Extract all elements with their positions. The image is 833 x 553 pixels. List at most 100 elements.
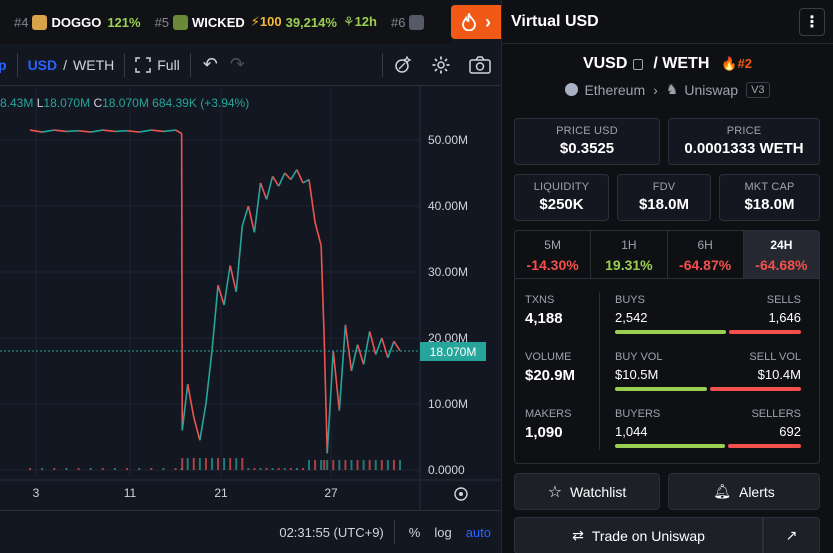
price-segment <box>332 351 341 411</box>
alerts-label: Alerts <box>738 483 775 500</box>
quote-symbol: WETH <box>662 55 710 72</box>
volume-bar <box>162 468 165 470</box>
price-native-value: 0.0001333 WETH <box>684 140 804 157</box>
divider <box>124 52 126 77</box>
y-tick-label: 0.0000 <box>428 463 465 477</box>
ohlc-low-label: L <box>36 96 44 110</box>
ticker-item[interactable]: #6 <box>391 14 428 30</box>
volume-bar <box>138 468 141 470</box>
log-scale-button[interactable]: log <box>434 524 452 540</box>
volume-bar <box>368 460 371 470</box>
price-chart[interactable]: 50.00M 40.00M 30.00M 20.00M 10.00M 0.0000 3 11… <box>0 86 501 510</box>
trending-toggle-button[interactable]: › <box>451 5 501 39</box>
volume-bar <box>356 460 359 470</box>
divider <box>393 520 395 544</box>
txns-value: 4,188 <box>525 310 563 327</box>
volume-bar <box>65 468 68 470</box>
gear-icon[interactable] <box>431 55 451 75</box>
tab-label: 1H <box>621 238 637 252</box>
price-segment <box>102 129 116 133</box>
ticker-item[interactable]: #5 WICKED ⚡100 39,214% ⚘12h <box>155 14 377 30</box>
y-axis: 50.00M 40.00M 30.00M 20.00M 10.00M 0.0000 <box>428 133 468 477</box>
volume-bar <box>392 460 395 470</box>
price-usd-value: $0.3525 <box>559 140 615 157</box>
y-tick-label: 40.00M <box>428 199 468 213</box>
sellers-label: SELLERS <box>751 408 801 420</box>
price-segment <box>356 344 365 365</box>
chart-settings-icon[interactable] <box>454 487 468 501</box>
price-segment <box>393 340 401 352</box>
auto-scale-button[interactable]: auto <box>465 524 491 540</box>
volume-bar <box>253 468 256 470</box>
fdv-label: FDV <box>652 181 676 193</box>
alerts-button[interactable]: 🔔︎ Alerts <box>668 473 820 510</box>
undo-icon[interactable]: ↶ <box>202 54 218 74</box>
tab-label: 6H <box>697 238 713 252</box>
price-segment <box>387 341 395 359</box>
clock-time: 02:31:55 (UTC+9) <box>279 524 384 540</box>
interval-selector[interactable]: p <box>0 56 7 73</box>
tab-5m[interactable]: 5M -14.30% <box>515 231 592 278</box>
volume-value: $20.9M <box>525 367 576 384</box>
price-segment <box>308 179 316 223</box>
volume-bar <box>380 460 383 470</box>
percent-scale-button[interactable]: % <box>408 524 421 540</box>
token-icon <box>409 14 425 30</box>
tab-24h[interactable]: 24H -64.68% <box>743 231 819 278</box>
volume-bar <box>150 468 153 470</box>
bell-icon: 🔔︎ <box>713 483 731 499</box>
volume-bar <box>295 468 298 470</box>
ticker-change: 121% <box>107 14 141 30</box>
x-tick-label: 27 <box>324 486 338 500</box>
currency-toggle[interactable]: USD / WETH <box>27 56 115 73</box>
tab-label: 24H <box>770 238 793 252</box>
last-price-label <box>420 342 486 361</box>
fullscreen-button[interactable]: Full <box>135 44 180 85</box>
swap-icon: ⇄ <box>572 527 584 543</box>
boost-badge: ⚡100 <box>250 14 282 29</box>
chain-name[interactable]: Ethereum <box>584 81 646 98</box>
dex-version-badge: V3 <box>746 81 770 98</box>
external-link-button[interactable]: ↗ <box>763 517 820 553</box>
volume-bar <box>174 468 177 470</box>
tab-6h[interactable]: 6H -64.87% <box>668 231 744 278</box>
dex-name[interactable]: Uniswap <box>684 81 739 98</box>
currency-quote[interactable]: WETH <box>73 56 115 73</box>
trending-ticker: #4 DOGGO 121% #5 WICKED ⚡100 39,214% ⚘12… <box>0 0 451 44</box>
price-series <box>29 129 401 454</box>
buys-value: 2,542 <box>615 310 648 325</box>
currency-usd[interactable]: USD <box>27 56 58 73</box>
buyers-sellers-bar <box>615 444 801 448</box>
redo-icon[interactable]: ↷ <box>229 54 245 74</box>
more-options-button[interactable]: ⋮ <box>799 7 825 36</box>
volume-bar <box>332 460 335 470</box>
volume-bar <box>235 458 238 470</box>
tab-change: -14.30% <box>526 257 579 273</box>
volume-bar <box>323 460 326 470</box>
magic-indicator-icon[interactable] <box>393 55 413 75</box>
sellers-value: 692 <box>779 424 801 439</box>
price-segment <box>323 337 329 454</box>
price-segment <box>326 351 335 454</box>
ticker-item[interactable]: #4 DOGGO 121% <box>14 14 141 30</box>
price-segment <box>277 172 286 187</box>
copy-icon[interactable] <box>633 58 644 70</box>
price-segment <box>368 331 377 355</box>
price-segment <box>350 344 359 372</box>
sells-value: 1,646 <box>768 310 801 325</box>
market-cap-value: $18.0M <box>744 196 795 213</box>
volume-bar <box>301 468 304 470</box>
price-segment <box>296 169 304 184</box>
camera-icon[interactable] <box>469 55 491 74</box>
ticker-rank: #4 <box>14 14 29 30</box>
watchlist-button[interactable]: ☆ Watchlist <box>514 473 660 510</box>
buyers-sellers-stat: BUYERS SELLERS 1,044 692 <box>615 408 801 448</box>
tab-change: -64.68% <box>755 257 808 273</box>
trade-button[interactable]: ⇄ Trade on Uniswap <box>514 517 763 553</box>
fullscreen-label: Full <box>157 56 180 73</box>
volume-bar <box>350 460 353 470</box>
volume-bar <box>344 460 347 470</box>
price-segment <box>381 337 389 359</box>
token-icon <box>32 14 48 30</box>
tab-1h[interactable]: 1H 19.31% <box>591 231 668 278</box>
